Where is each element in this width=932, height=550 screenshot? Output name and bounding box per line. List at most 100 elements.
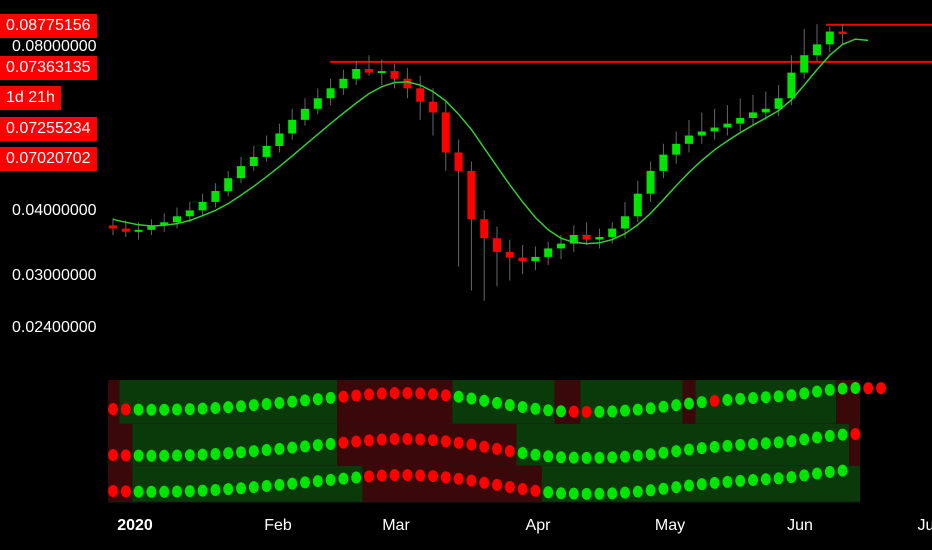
indicator-dot xyxy=(325,473,336,486)
indicator-dot xyxy=(607,451,618,464)
indicator-dot xyxy=(658,446,669,459)
indicator-dot xyxy=(210,483,221,496)
price-tag-high: 0.08775156 xyxy=(0,14,97,38)
indicator-band xyxy=(337,380,453,424)
indicator-dot xyxy=(274,478,285,491)
price-tag-resistance: 0.07363135 xyxy=(0,56,97,80)
candle-body xyxy=(275,133,284,146)
indicator-band xyxy=(132,466,363,502)
indicator-dot xyxy=(709,440,720,453)
indicator-dot xyxy=(466,438,477,451)
indicator-dot xyxy=(389,469,400,482)
indicator-dot xyxy=(248,481,259,494)
candle-body xyxy=(621,216,629,229)
candle-body xyxy=(825,31,834,45)
indicator-dot xyxy=(172,403,182,416)
price-tick-2: 0.03000000 xyxy=(12,267,97,284)
indicator-dot xyxy=(645,448,656,461)
indicator-dot xyxy=(146,403,157,416)
indicator-dot xyxy=(530,448,541,461)
indicator-dot xyxy=(184,449,195,462)
indicator-dot xyxy=(287,395,298,408)
candle-body xyxy=(185,210,194,217)
indicator-dot xyxy=(722,439,733,452)
indicator-dot xyxy=(799,469,810,482)
candle-body xyxy=(544,248,553,257)
indicator-dot xyxy=(786,389,797,402)
indicator-dot xyxy=(735,392,746,405)
indicator-dot xyxy=(658,482,669,495)
candle-body xyxy=(761,108,770,113)
indicator-dot xyxy=(581,451,592,464)
indicator-dot xyxy=(440,435,451,448)
candle-body xyxy=(723,123,732,128)
candle-body xyxy=(685,135,693,144)
indicator-dot xyxy=(159,485,170,498)
candle-body xyxy=(480,219,489,239)
indicator-dot xyxy=(671,399,682,412)
indicator-dot xyxy=(402,468,413,481)
indicator-dot xyxy=(594,487,605,500)
indicator-dot xyxy=(133,403,144,416)
candle-body xyxy=(352,69,361,79)
candle-body xyxy=(288,119,297,134)
indicator-dot xyxy=(492,442,502,455)
indicator-dot xyxy=(850,428,861,440)
candle-body xyxy=(390,71,399,79)
indicator-dot xyxy=(236,446,246,459)
indicator-dot xyxy=(684,443,694,456)
indicator-dot xyxy=(607,405,618,418)
indicator-dot xyxy=(300,440,310,453)
candle-body xyxy=(774,98,783,109)
indicator-dot xyxy=(402,432,413,445)
indicator-dot xyxy=(684,479,694,492)
indicator-dot xyxy=(722,393,733,406)
indicator-dot xyxy=(312,475,323,488)
indicator-dot xyxy=(735,474,746,487)
candle-body xyxy=(672,143,681,155)
candle-body xyxy=(595,236,604,240)
candle-body xyxy=(211,191,220,202)
candle-body xyxy=(339,78,348,89)
indicator-dot xyxy=(786,435,797,448)
indicator-dot xyxy=(696,478,707,491)
indicator-dot xyxy=(543,486,554,499)
indicator-dot xyxy=(364,470,374,483)
indicator-dot xyxy=(146,449,157,462)
candle-body xyxy=(493,238,501,252)
candle-body xyxy=(237,166,245,179)
price-tag-ma: 0.07020702 xyxy=(0,147,97,171)
candle-body xyxy=(160,222,169,226)
candle-body xyxy=(454,152,463,171)
candle-body xyxy=(224,178,233,192)
indicator-dot xyxy=(696,442,707,455)
indicator-dot xyxy=(620,486,630,499)
indicator-dot xyxy=(210,401,221,414)
indicator-dot xyxy=(530,402,541,415)
candle-body xyxy=(608,228,617,237)
indicator-dot xyxy=(786,471,797,484)
indicator-dot xyxy=(504,444,515,457)
candle-body xyxy=(800,55,809,73)
indicator-dot xyxy=(876,382,886,395)
indicator-dot xyxy=(466,474,477,487)
indicator-dot xyxy=(223,447,234,460)
indicator-dot xyxy=(120,449,131,462)
indicator-dot xyxy=(159,449,170,462)
indicator-dot xyxy=(120,485,131,498)
indicator-dot xyxy=(799,387,810,400)
indicator-dot xyxy=(620,404,630,417)
indicator-band xyxy=(516,424,849,466)
candle-body xyxy=(531,256,540,262)
indicator-dot xyxy=(543,404,554,417)
ma-line xyxy=(112,38,869,245)
candle-body xyxy=(301,108,309,120)
candle-body xyxy=(838,31,847,35)
indicator-dot xyxy=(568,405,579,418)
candle-body xyxy=(749,112,757,118)
candle-body xyxy=(582,234,591,240)
indicator-dot xyxy=(440,389,451,402)
indicator-band xyxy=(337,424,517,466)
indicator-dot xyxy=(376,469,387,482)
